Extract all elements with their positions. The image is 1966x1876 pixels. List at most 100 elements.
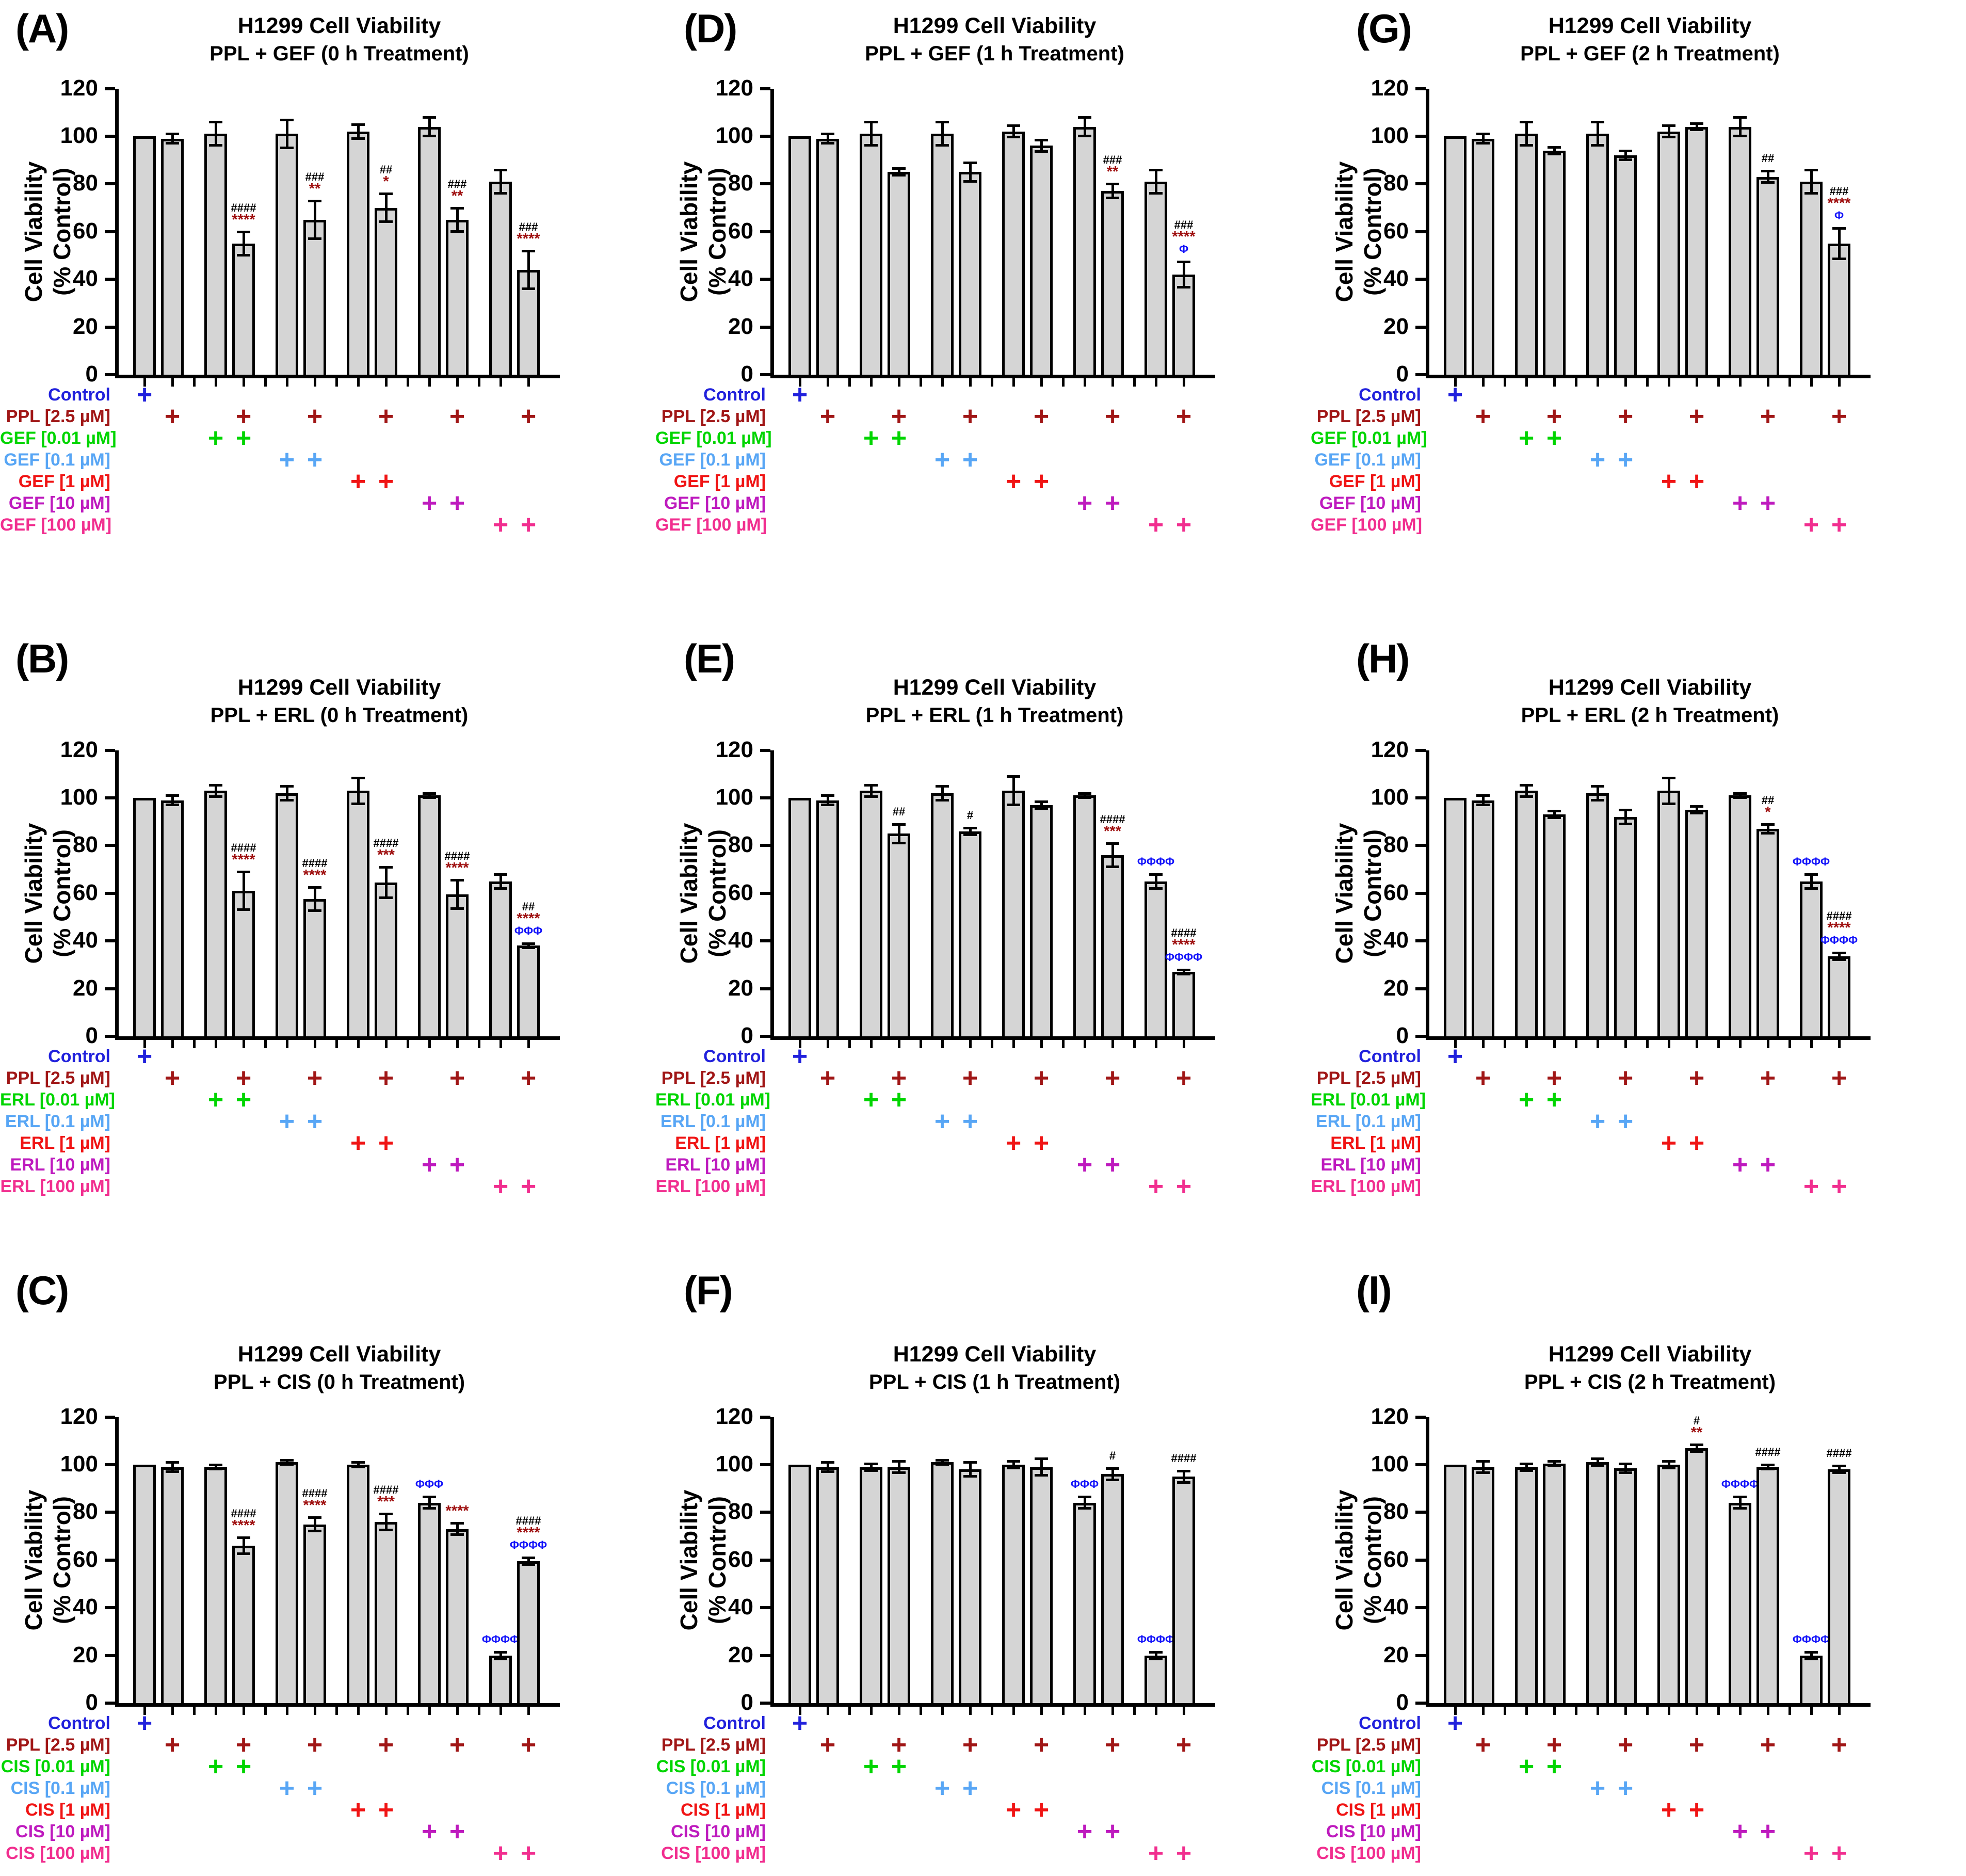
sig-marker-stack: ΦΦΦΦ bbox=[1770, 855, 1852, 869]
error-bar-cap-bottom bbox=[280, 147, 294, 150]
panel-letter: (E) bbox=[684, 636, 735, 681]
error-bar-cap-bottom bbox=[1149, 1657, 1163, 1660]
y-tick bbox=[105, 1558, 115, 1562]
x-tick bbox=[941, 1707, 944, 1715]
bar bbox=[1543, 1463, 1566, 1703]
error-bar-line bbox=[242, 231, 245, 255]
bar bbox=[1614, 155, 1637, 375]
error-bar-cap-bottom bbox=[494, 191, 507, 195]
bar bbox=[1543, 814, 1566, 1036]
treatment-row-label: ERL [100 µM] bbox=[0, 1177, 110, 1196]
x-tick bbox=[1574, 1707, 1577, 1715]
x-tick bbox=[313, 1040, 316, 1048]
chart-title: H1299 Cell Viability bbox=[237, 675, 441, 700]
plus-mark: + bbox=[235, 1063, 252, 1093]
x-axis-line bbox=[115, 1036, 560, 1040]
error-bar-line bbox=[1553, 811, 1556, 819]
error-bar-cap-top bbox=[1832, 1465, 1846, 1468]
error-bar-cap-bottom bbox=[1149, 887, 1163, 890]
plus-mark: + bbox=[1617, 402, 1634, 431]
plus-mark: + bbox=[1661, 1795, 1677, 1825]
y-tick bbox=[105, 987, 115, 990]
sig-marker-stack: ### **** Φ bbox=[1798, 185, 1880, 222]
y-tick bbox=[1415, 1606, 1426, 1610]
sig-marker-stack: #### **** ΦΦΦΦ bbox=[1798, 909, 1880, 947]
error-bar-cap-top bbox=[821, 133, 834, 136]
plus-mark: + bbox=[1831, 1172, 1847, 1201]
bar bbox=[1145, 1655, 1167, 1703]
error-bar-line bbox=[1766, 170, 1769, 183]
error-bar-cap-bottom bbox=[237, 254, 250, 256]
plus-mark: + bbox=[1104, 1730, 1121, 1760]
error-bar-cap-bottom bbox=[450, 1533, 464, 1536]
sig-marker: ## bbox=[522, 900, 535, 913]
plus-mark: + bbox=[1546, 1063, 1562, 1093]
x-tick bbox=[477, 378, 480, 387]
y-axis-line bbox=[770, 89, 774, 378]
bar bbox=[375, 1521, 397, 1703]
x-tick bbox=[1012, 378, 1015, 387]
bar bbox=[489, 181, 512, 375]
bar bbox=[446, 1529, 469, 1703]
error-bar-cap-bottom bbox=[1548, 152, 1561, 155]
sig-marker: ΦΦΦΦ bbox=[509, 1538, 547, 1552]
error-bar-cap-bottom bbox=[308, 909, 321, 912]
plus-mark: + bbox=[1005, 467, 1022, 496]
plus-mark: + bbox=[1661, 467, 1677, 496]
error-bar-line bbox=[941, 785, 944, 800]
treatment-row-label: ERL [0.01 µM] bbox=[0, 1090, 116, 1110]
x-tick bbox=[897, 1040, 900, 1048]
bar bbox=[1828, 243, 1850, 375]
y-tick bbox=[760, 796, 770, 799]
x-tick bbox=[1012, 1040, 1015, 1048]
sig-marker: ΦΦΦΦ bbox=[1792, 1632, 1830, 1646]
error-bar-cap-bottom bbox=[1007, 1466, 1020, 1469]
x-tick bbox=[1646, 1040, 1649, 1048]
bar bbox=[1444, 1465, 1467, 1703]
x-tick bbox=[335, 378, 338, 387]
error-bar-line bbox=[1481, 1461, 1485, 1473]
bar bbox=[347, 791, 369, 1036]
x-tick bbox=[1503, 1707, 1506, 1715]
error-bar-cap-bottom bbox=[522, 947, 535, 950]
x-tick bbox=[969, 1707, 972, 1715]
treatment-row-label: GEF [0.01 µM] bbox=[1311, 428, 1427, 448]
error-bar-cap-bottom bbox=[1761, 1468, 1775, 1471]
error-bar-cap-bottom bbox=[1733, 796, 1747, 799]
error-bar-line bbox=[1838, 1466, 1841, 1473]
plus-mark: + bbox=[1803, 510, 1819, 540]
error-bar-cap-top bbox=[864, 121, 878, 124]
bar bbox=[1828, 1469, 1850, 1703]
error-bar-cap-top bbox=[166, 1461, 179, 1464]
chart-subtitle: PPL + GEF (2 h Treatment) bbox=[1520, 42, 1780, 65]
treatment-row-label: ERL [100 µM] bbox=[1311, 1177, 1421, 1196]
error-bar-cap-bottom bbox=[1662, 136, 1675, 139]
plus-mark: + bbox=[891, 1063, 907, 1093]
x-tick bbox=[1695, 1707, 1698, 1715]
y-axis-line bbox=[115, 750, 119, 1040]
error-bar-line bbox=[1766, 824, 1769, 834]
error-bar-cap-top bbox=[1761, 1464, 1775, 1466]
chart-panel-H: (H) H1299 Cell Viability PPL + ERL (2 h Tr… bbox=[1311, 625, 1966, 1250]
treatment-row-label: ERL [10 µM] bbox=[10, 1155, 110, 1175]
error-bar-line bbox=[428, 1497, 431, 1509]
plus-mark: + bbox=[136, 380, 153, 410]
sig-marker: #### bbox=[373, 1483, 399, 1496]
error-bar-cap-bottom bbox=[351, 137, 365, 140]
x-tick bbox=[456, 1040, 459, 1048]
plus-mark: + bbox=[1518, 1752, 1535, 1782]
x-tick bbox=[1481, 1707, 1485, 1715]
y-tick bbox=[1415, 1511, 1426, 1514]
x-tick bbox=[1083, 1707, 1086, 1715]
error-bar-line bbox=[1810, 874, 1813, 889]
y-tick bbox=[1415, 373, 1426, 376]
plus-mark: + bbox=[891, 1730, 907, 1760]
x-tick bbox=[499, 1707, 502, 1715]
y-tick-label: 120 bbox=[60, 736, 98, 762]
x-tick bbox=[1574, 378, 1577, 387]
error-bar-cap-top bbox=[1035, 800, 1048, 803]
x-tick bbox=[1624, 378, 1627, 387]
bar bbox=[517, 945, 540, 1036]
bar bbox=[276, 134, 298, 375]
bar bbox=[1101, 1474, 1124, 1703]
